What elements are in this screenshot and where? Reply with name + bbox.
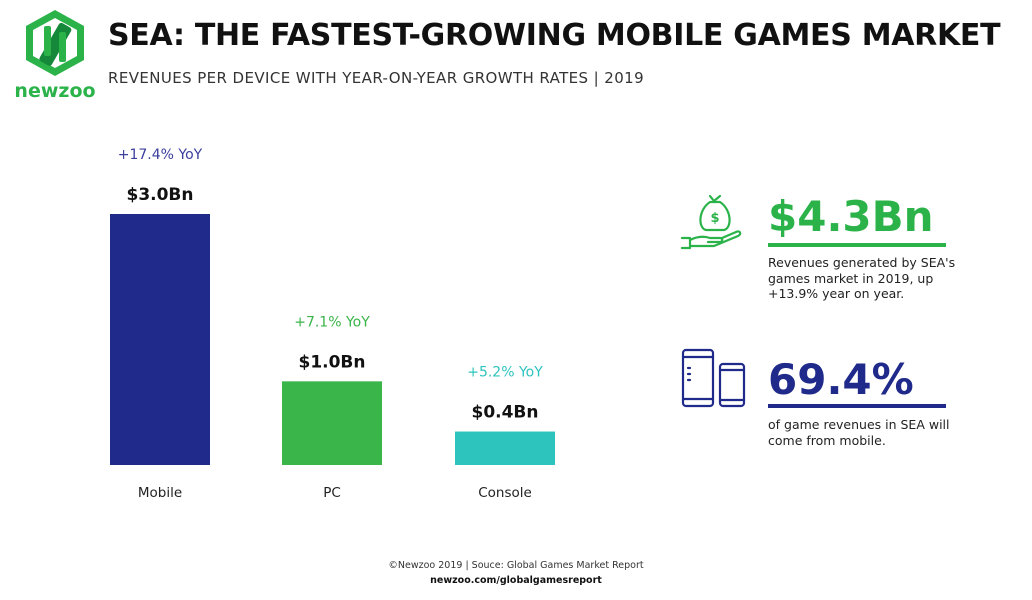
bar-console	[455, 431, 555, 465]
total-revenue-value: $4.3Bn	[768, 192, 934, 241]
logo-wordmark: newzoo	[14, 80, 96, 102]
value-label-pc: $1.0Bn	[298, 352, 365, 372]
blue-divider	[768, 404, 946, 408]
bar-mobile	[110, 214, 210, 465]
mobile-share-value: 69.4%	[768, 355, 914, 404]
bar-pc	[282, 381, 382, 465]
green-divider	[768, 243, 946, 247]
phone-tablet-icon	[681, 348, 746, 408]
category-label-pc: PC	[323, 485, 341, 501]
revenue-bar-chart: $3.0Bn +17.4% YoY Mobile $1.0Bn +7.1% YoY PC $…	[110, 147, 555, 501]
newzoo-logo: newzoo	[12, 8, 98, 108]
mobile-share-note: of game revenues in SEA will come from m…	[768, 417, 950, 448]
value-label-console: $0.4Bn	[471, 403, 538, 423]
value-label-mobile: $3.0Bn	[126, 185, 193, 205]
footer-url: newzoo.com/globalgamesreport	[430, 575, 602, 586]
total-revenue-note: Revenues generated by SEA's games market…	[768, 255, 956, 301]
category-label-mobile: Mobile	[138, 485, 182, 501]
newzoo-logo-icon	[26, 10, 84, 76]
svg-text:$: $	[710, 211, 719, 226]
money-bag-hand-icon: $	[680, 194, 742, 250]
footer-source: ©Newzoo 2019 | Souce: Global Games Marke…	[388, 560, 644, 571]
growth-label-console: +5.2% YoY	[467, 365, 543, 381]
category-label-console: Console	[478, 485, 532, 501]
growth-label-mobile: +17.4% YoY	[118, 147, 203, 163]
growth-label-pc: +7.1% YoY	[294, 314, 370, 330]
page-subtitle: REVENUES PER DEVICE WITH YEAR-ON-YEAR GR…	[108, 69, 645, 87]
page-title: SEA: THE FASTEST-GROWING MOBILE GAMES MA…	[108, 18, 1001, 53]
